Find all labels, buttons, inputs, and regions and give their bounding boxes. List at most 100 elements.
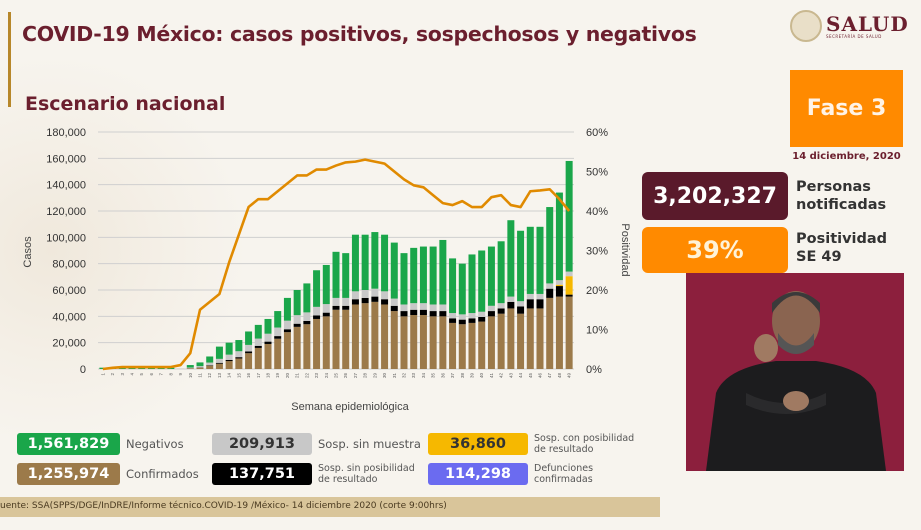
bar-negativos-week-24 bbox=[322, 264, 330, 305]
bar-negativos-week-30 bbox=[381, 234, 389, 292]
legend-sosp-sin-posibilidad: 137,751 Sosp. sin posibilidad de resulta… bbox=[212, 463, 428, 485]
notified-label: Personas notificadas bbox=[796, 178, 906, 214]
sosp-con-posibilidad-value: 36,860 bbox=[428, 433, 528, 455]
positivity-value: 39% bbox=[642, 227, 788, 273]
x-tick-label: 26 bbox=[343, 373, 348, 379]
bar-negativos-week-41 bbox=[487, 246, 495, 306]
bar-sosp-sin-posibilidad-de-resultado-week-48 bbox=[555, 286, 563, 297]
x-tick-label: 12 bbox=[207, 373, 212, 379]
x-tick-label: 16 bbox=[246, 373, 251, 379]
bar-negativos-week-18 bbox=[264, 318, 272, 334]
x-tick-label: 6 bbox=[149, 373, 154, 376]
bar-negativos-week-21 bbox=[293, 290, 301, 316]
bar-sosp-sin-muestra-week-20 bbox=[283, 320, 291, 330]
bar-sosp-sin-posibilidad-de-resultado-week-12 bbox=[206, 365, 214, 366]
x-tick-label: 8 bbox=[168, 373, 173, 376]
bar-confirmados-week-25 bbox=[332, 309, 340, 369]
bar-sosp-sin-posibilidad-de-resultado-week-14 bbox=[225, 359, 233, 362]
bar-confirmados-week-15 bbox=[235, 358, 243, 369]
bar-sosp-sin-posibilidad-de-resultado-week-40 bbox=[478, 316, 486, 322]
bar-sosp-sin-muestra-week-17 bbox=[254, 338, 262, 346]
bar-sosp-sin-muestra-week-41 bbox=[487, 305, 495, 312]
bar-sosp-sin-muestra-week-31 bbox=[390, 298, 398, 306]
sosp-sin-muestra-label: Sosp. sin muestra bbox=[318, 437, 421, 451]
x-tick-label: 31 bbox=[392, 373, 397, 379]
defunciones-label: Defunciones confirmadas bbox=[534, 463, 594, 485]
bar-confirmados-week-44 bbox=[517, 313, 525, 369]
bar-sosp-sin-posibilidad-de-resultado-week-25 bbox=[332, 305, 340, 310]
sosp-sin-muestra-value: 209,913 bbox=[212, 433, 312, 455]
bar-sosp-sin-muestra-week-48 bbox=[555, 280, 563, 285]
bar-confirmados-week-47 bbox=[546, 297, 554, 369]
bar-confirmados-week-22 bbox=[303, 324, 311, 369]
national-seal-icon bbox=[790, 10, 822, 42]
positivity-label-2: SE 49 bbox=[796, 249, 842, 265]
y2-tick-label: 0% bbox=[586, 364, 602, 376]
positivity-label: Positividad SE 49 bbox=[796, 230, 906, 266]
bar-sosp-sin-posibilidad-de-resultado-week-32 bbox=[400, 311, 408, 317]
x-tick-label: 22 bbox=[304, 373, 309, 379]
bar-sosp-sin-posibilidad-de-resultado-week-28 bbox=[361, 297, 369, 304]
x-tick-label: 34 bbox=[421, 373, 426, 379]
bar-sosp-sin-posibilidad-de-resultado-week-45 bbox=[526, 299, 534, 309]
bar-sosp-sin-muestra-week-26 bbox=[342, 297, 350, 306]
bar-sosp-sin-muestra-week-35 bbox=[429, 304, 437, 312]
bar-sosp-sin-muestra-week-33 bbox=[410, 303, 418, 310]
bar-confirmados-week-43 bbox=[507, 308, 515, 369]
confirmados-value: 1,255,974 bbox=[17, 463, 120, 485]
x-tick-label: 7 bbox=[159, 373, 164, 376]
notified-label-2: notificadas bbox=[796, 197, 887, 213]
bar-sosp-sin-muestra-week-28 bbox=[361, 290, 369, 298]
x-tick-label: 40 bbox=[479, 373, 484, 379]
x-tick-label: 28 bbox=[363, 373, 368, 379]
bar-sosp-sin-posibilidad-de-resultado-week-34 bbox=[419, 309, 427, 316]
x-axis: 1 2 3 4 5 6 7 8 9 10 11 12 13 14 15 16 17 18 19 20 21 22 23 24 2… bbox=[100, 373, 571, 379]
bar-negativos-week-26 bbox=[342, 253, 350, 298]
y-tick-label: 0 bbox=[80, 364, 86, 376]
x-tick-label: 44 bbox=[518, 373, 523, 379]
bar-negativos-week-32 bbox=[400, 253, 408, 305]
x-tick-label: 2 bbox=[110, 373, 115, 376]
bar-confirmados-week-49 bbox=[565, 296, 573, 369]
logo-subtext: SECRETARÍA DE SALUD bbox=[826, 33, 882, 39]
x-tick-label: 29 bbox=[372, 373, 377, 379]
bar-sosp-sin-muestra-week-23 bbox=[313, 306, 321, 316]
bar-negativos-week-28 bbox=[361, 234, 369, 290]
x-tick-label: 45 bbox=[528, 373, 533, 379]
defunciones-value: 114,298 bbox=[428, 463, 528, 485]
bar-confirmados-week-14 bbox=[225, 361, 233, 369]
notified-label-1: Personas bbox=[796, 179, 871, 195]
bar-confirmados-week-10 bbox=[186, 368, 194, 369]
bar-sosp-sin-posibilidad-de-resultado-week-15 bbox=[235, 357, 243, 359]
positivity-line bbox=[102, 158, 571, 371]
bar-sosp-sin-muestra-week-40 bbox=[478, 311, 486, 317]
legend-confirmados: 1,255,974 Confirmados bbox=[17, 463, 199, 485]
y-tick-label: 20,000 bbox=[52, 338, 86, 350]
bar-sosp-sin-posibilidad-de-resultado-week-27 bbox=[351, 299, 359, 305]
legend-sosp-sin-muestra: 209,913 Sosp. sin muestra bbox=[212, 433, 421, 455]
x-tick-label: 3 bbox=[120, 373, 125, 376]
x-tick-label: 35 bbox=[431, 373, 436, 379]
bar-negativos-week-42 bbox=[497, 241, 505, 304]
bar-sosp-sin-muestra-week-38 bbox=[458, 314, 466, 320]
x-tick-label: 4 bbox=[130, 373, 135, 376]
bar-negativos-week-11 bbox=[196, 362, 204, 367]
bar-sosp-sin-posibilidad-de-resultado-week-36 bbox=[439, 311, 447, 317]
bar-confirmados-week-18 bbox=[264, 343, 272, 369]
accent-line bbox=[8, 12, 11, 107]
bar-sosp-sin-posibilidad-de-resultado-week-29 bbox=[371, 296, 379, 302]
bar-sosp-sin-posibilidad-de-resultado-week-47 bbox=[546, 288, 554, 298]
cases-chart: 0 20,000 40,000 60,000 80,000 100,000 120,000 1… bbox=[22, 127, 631, 413]
bar-confirmados-week-45 bbox=[526, 308, 534, 369]
bar-confirmados-week-39 bbox=[468, 322, 476, 369]
bar-negativos-week-46 bbox=[536, 226, 544, 294]
bar-confirmados-week-26 bbox=[342, 309, 350, 369]
x-tick-label: 41 bbox=[489, 373, 494, 379]
x-tick-label: 30 bbox=[382, 373, 387, 379]
bar-sosp-con-posibilidad-de-resultado-week-48 bbox=[555, 284, 563, 287]
bar-confirmados-week-38 bbox=[458, 324, 466, 369]
bar-confirmados-week-48 bbox=[555, 296, 563, 369]
bar-negativos-week-45 bbox=[526, 226, 534, 294]
x-tick-label: 15 bbox=[236, 373, 241, 379]
y-tick-label: 40,000 bbox=[52, 311, 86, 323]
